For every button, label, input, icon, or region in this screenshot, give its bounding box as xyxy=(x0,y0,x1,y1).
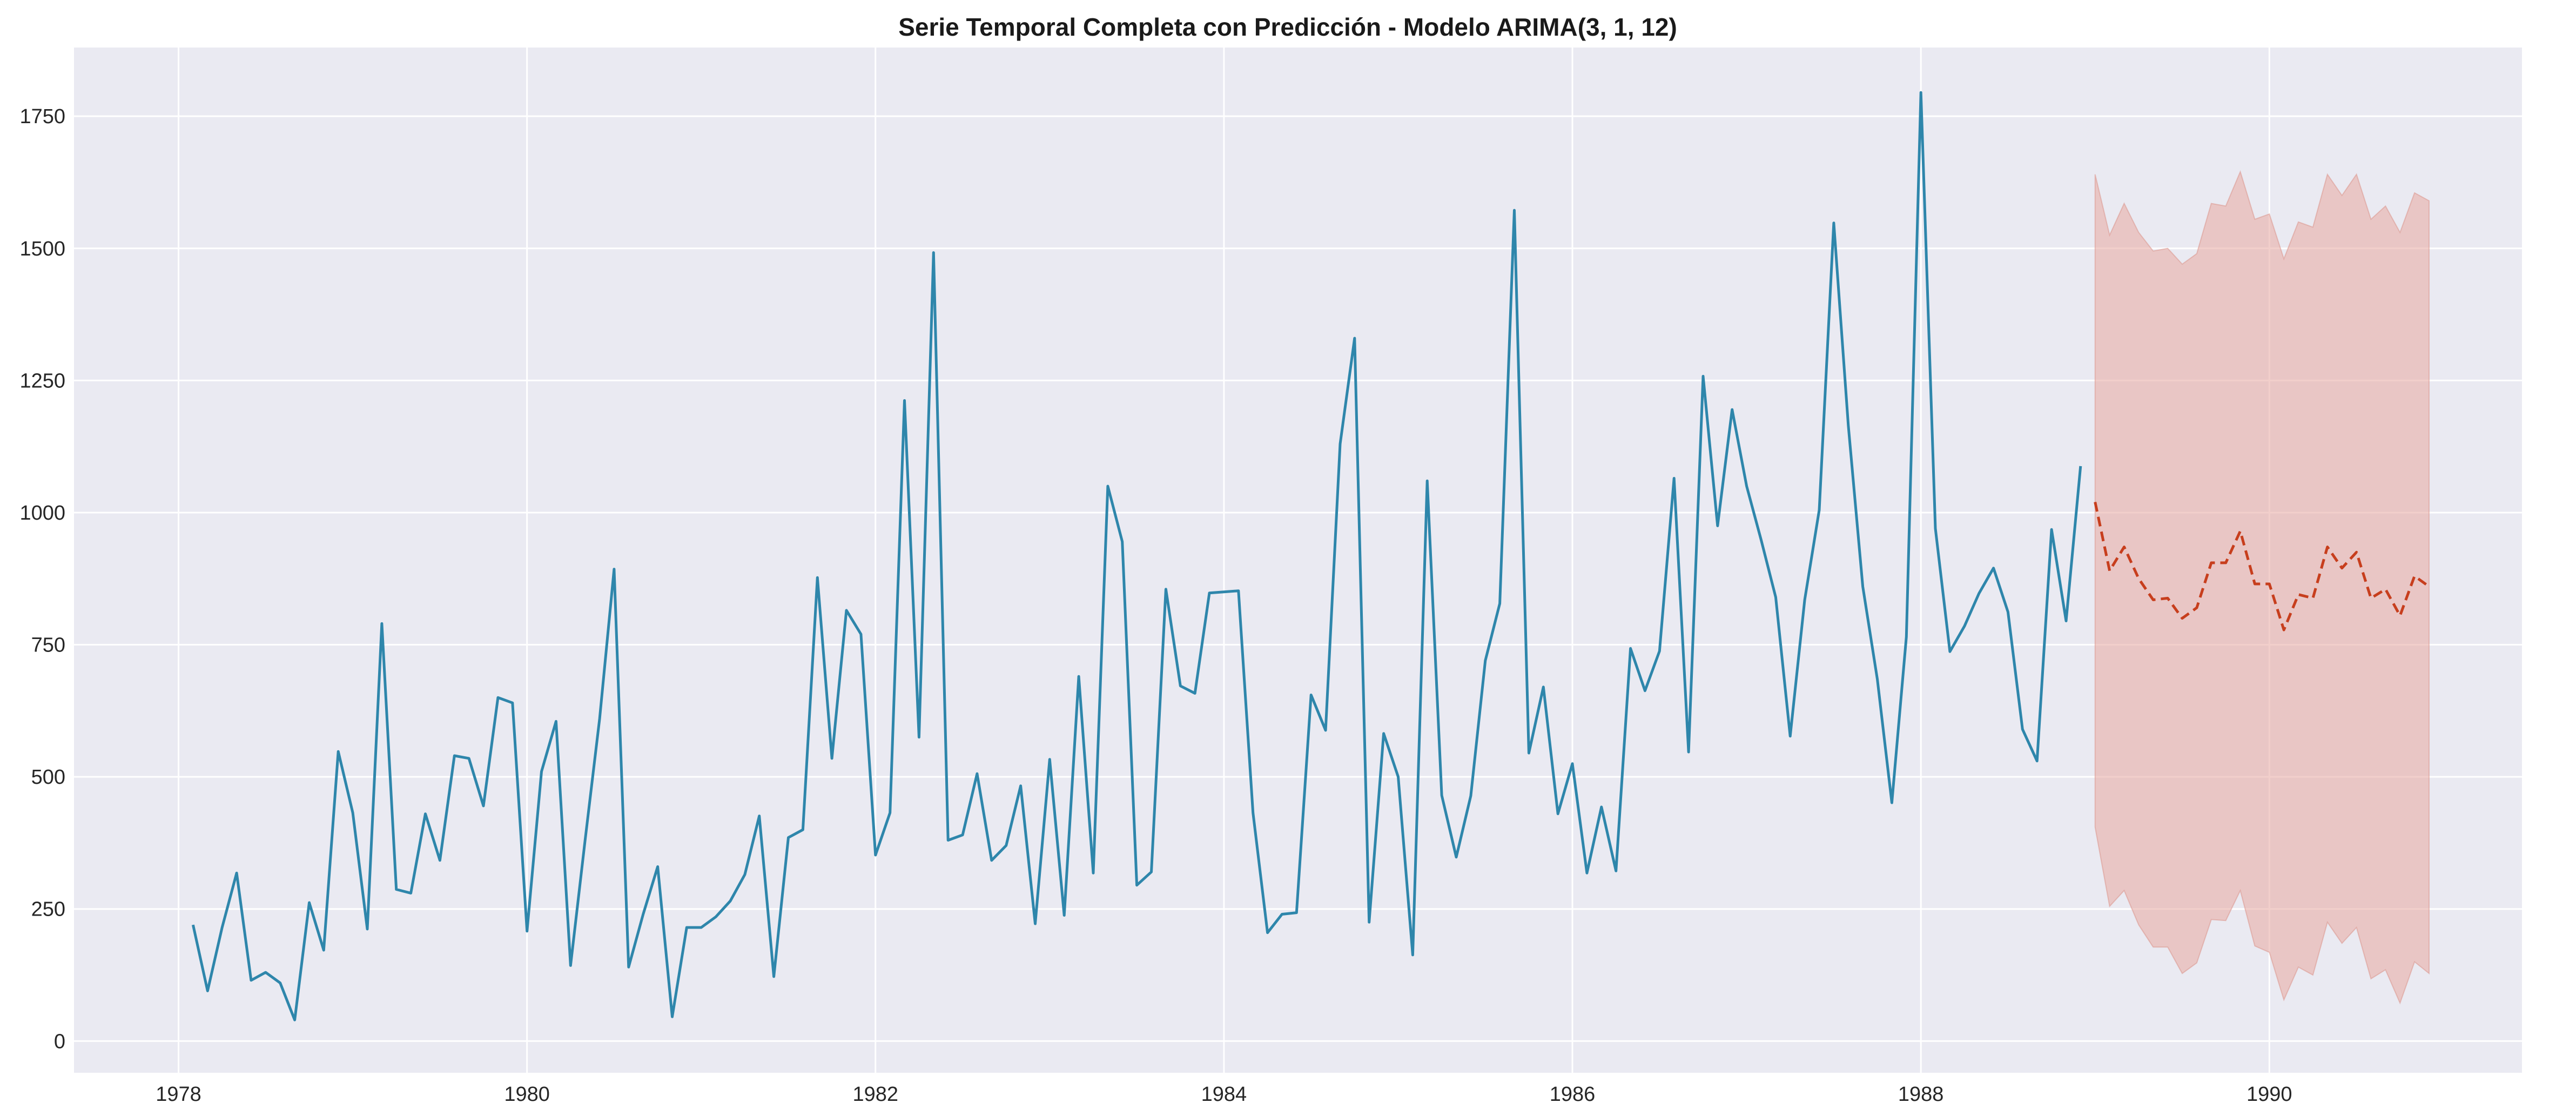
y-tick-label: 0 xyxy=(54,1030,65,1053)
x-tick-label: 1990 xyxy=(2247,1083,2292,1106)
forecast-series-line xyxy=(2094,501,2430,631)
x-tick-label: 1984 xyxy=(1201,1083,1247,1106)
y-tick-label: 250 xyxy=(31,898,65,921)
tick-labels: 1978 1980 1982 1984 1986 1988 1990 0 250 500 750 10… xyxy=(19,105,2292,1106)
x-tick-label: 1978 xyxy=(156,1083,201,1106)
x-tick-label: 1988 xyxy=(1898,1083,1944,1106)
x-tick-label: 1982 xyxy=(853,1083,899,1106)
y-tick-label: 1000 xyxy=(19,502,65,525)
y-tick-label: 750 xyxy=(31,634,65,657)
y-tick-label: 500 xyxy=(31,766,65,789)
chart-title: Serie Temporal Completa con Predicción -… xyxy=(898,13,1677,41)
confidence-interval-band xyxy=(2094,170,2430,1005)
x-tick-label: 1986 xyxy=(1550,1083,1596,1106)
y-tick-label: 1250 xyxy=(19,369,65,392)
x-tick-label: 1980 xyxy=(504,1083,550,1106)
y-tick-label: 1750 xyxy=(19,105,65,128)
y-tick-label: 1500 xyxy=(19,238,65,260)
observed-series-line xyxy=(191,91,2082,1021)
